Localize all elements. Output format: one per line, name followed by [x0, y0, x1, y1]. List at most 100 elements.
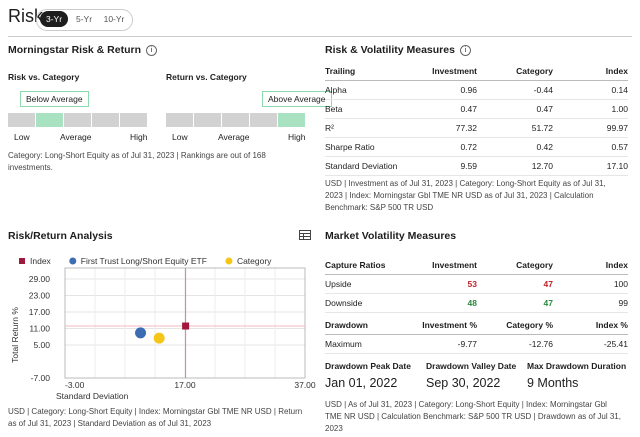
- table-cell: Downside: [325, 294, 415, 313]
- date-label: Max Drawdown Duration: [527, 361, 627, 371]
- table-cell: 53: [415, 275, 477, 294]
- scale-segment: [8, 113, 35, 127]
- table-cell: 12.70: [477, 157, 553, 176]
- y-tick-label: 23.00: [29, 291, 51, 301]
- info-icon[interactable]: i: [459, 45, 471, 56]
- section-title: Morningstar Risk & Return i: [8, 44, 158, 56]
- x-tick-label: -3.00: [65, 380, 85, 390]
- section-title: Risk/Return Analysis: [8, 230, 113, 242]
- table-cell: Maximum: [325, 335, 415, 354]
- column-header: Index: [553, 62, 628, 81]
- scale-mid-label: Average: [218, 132, 250, 142]
- table-icon[interactable]: [299, 230, 311, 240]
- table-cell: Alpha: [325, 81, 415, 100]
- scale-segment: [278, 113, 305, 127]
- table-cell: 99: [553, 294, 628, 313]
- scale-end-label: Low: [172, 132, 188, 142]
- table-cell: 99.97: [553, 119, 628, 138]
- point: [182, 322, 190, 330]
- column-header: Investment: [415, 256, 477, 275]
- date-value: Sep 30, 2022: [426, 376, 501, 390]
- page-title: Risk: [8, 6, 43, 26]
- column-header: Category %: [477, 316, 553, 335]
- column-header: Index %: [553, 316, 628, 335]
- table-cell: Standard Deviation: [325, 157, 415, 176]
- date-label: Drawdown Valley Date: [426, 361, 517, 371]
- table-cell: 0.42: [477, 138, 553, 157]
- scale-segment: [120, 113, 147, 127]
- scale-label: Return vs. Category: [166, 72, 247, 82]
- y-axis-label: Total Return %: [10, 307, 20, 363]
- info-icon[interactable]: i: [146, 45, 158, 56]
- table-cell: Beta: [325, 100, 415, 119]
- rating-label: Above Average: [262, 91, 332, 107]
- table-cell: 0.96: [415, 81, 477, 100]
- table-cell: -9.77: [415, 335, 477, 354]
- column-header: Trailing: [325, 62, 415, 81]
- scale-segment: [36, 113, 63, 127]
- table-cell: R²: [325, 119, 415, 138]
- table-cell: 0.47: [477, 100, 553, 119]
- footnote: Category: Long-Short Equity as of Jul 31…: [8, 151, 266, 172]
- scale-end-label: High: [130, 132, 148, 142]
- tab-group: [36, 9, 133, 31]
- scale-segment: [64, 113, 91, 127]
- table-cell: 0.57: [553, 138, 628, 157]
- footnote: USD | Investment as of Jul 31, 2023 | Ca…: [325, 179, 606, 212]
- section-title: Risk & Volatility Measures i: [325, 44, 471, 56]
- y-tick-label: 5.00: [33, 340, 50, 350]
- date-value: Jan 01, 2022: [325, 376, 398, 390]
- column-header: Index: [553, 256, 628, 275]
- point: [135, 327, 147, 339]
- x-tick-label: 17.00: [174, 380, 196, 390]
- table-cell: Upside: [325, 275, 415, 294]
- legend-label: First Trust Long/Short Equity ETF: [81, 256, 207, 266]
- legend-label: Index: [30, 256, 52, 266]
- legend-marker: [69, 257, 77, 265]
- divider: [8, 36, 632, 37]
- date-label: Drawdown Peak Date: [325, 361, 411, 371]
- table-cell: 0.14: [553, 81, 628, 100]
- table-cell: 48: [415, 294, 477, 313]
- scale-mid-label: Average: [60, 132, 92, 142]
- table-cell: -12.76: [477, 335, 553, 354]
- footnote: USD | Category: Long-Short Equity | Inde…: [8, 407, 303, 428]
- table-cell: 0.72: [415, 138, 477, 157]
- scale-end-label: High: [288, 132, 306, 142]
- date-value: 9 Months: [527, 376, 579, 390]
- table: Capture Ratios Investment Category Index Ups…: [325, 256, 628, 313]
- legend-marker: [225, 257, 233, 265]
- legend-label: Category: [237, 256, 272, 266]
- section-title: Market Volatility Measures: [325, 230, 457, 242]
- y-tick-label: 17.00: [29, 307, 51, 317]
- scale-segment: [194, 113, 221, 127]
- title-text: Risk & Volatility Measures: [325, 44, 455, 56]
- table: Trailing Investment Category Index Alpha 0.96…: [325, 62, 628, 176]
- column-header: Capture Ratios: [325, 256, 415, 275]
- x-axis-label: Standard Deviation: [56, 391, 129, 401]
- table-cell: -0.44: [477, 81, 553, 100]
- table-cell: 17.10: [553, 157, 628, 176]
- title-text: Morningstar Risk & Return: [8, 44, 142, 56]
- table-cell: 100: [553, 275, 628, 294]
- table-cell: -25.41: [553, 335, 628, 354]
- tab[interactable]: 3-Yr: [40, 11, 68, 27]
- scale-end-label: Low: [14, 132, 30, 142]
- tab[interactable]: 10-Yr: [103, 14, 125, 24]
- scale-segment: [92, 113, 119, 127]
- table-cell: Sharpe Ratio: [325, 138, 415, 157]
- x-tick-label: 37.00: [294, 380, 316, 390]
- table-cell: 1.00: [553, 100, 628, 119]
- scale-segment: [250, 113, 277, 127]
- legend-marker: [19, 258, 25, 264]
- column-header: Category: [477, 62, 553, 81]
- y-tick-label: -7.00: [31, 373, 51, 383]
- scale-label: Risk vs. Category: [8, 72, 80, 82]
- tab[interactable]: 5-Yr: [75, 14, 93, 24]
- rating-label: Below Average: [20, 91, 89, 107]
- footnote: USD | As of Jul 31, 2023 | Category: Lon…: [325, 400, 621, 433]
- table-cell: 77.32: [415, 119, 477, 138]
- y-tick-label: 11.00: [29, 324, 50, 334]
- table-cell: 9.59: [415, 157, 477, 176]
